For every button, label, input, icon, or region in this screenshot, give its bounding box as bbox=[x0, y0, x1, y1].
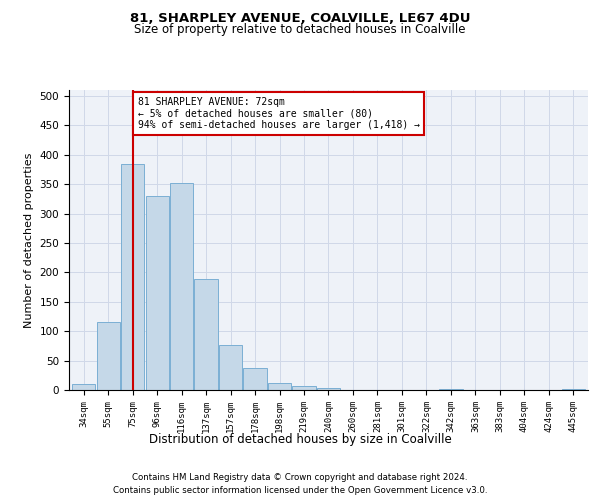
Bar bbox=[219, 346, 242, 390]
Text: Size of property relative to detached houses in Coalville: Size of property relative to detached ho… bbox=[134, 24, 466, 36]
Text: 81, SHARPLEY AVENUE, COALVILLE, LE67 4DU: 81, SHARPLEY AVENUE, COALVILLE, LE67 4DU bbox=[130, 12, 470, 26]
Bar bbox=[292, 386, 316, 390]
Text: Contains HM Land Registry data © Crown copyright and database right 2024.: Contains HM Land Registry data © Crown c… bbox=[132, 472, 468, 482]
Text: Distribution of detached houses by size in Coalville: Distribution of detached houses by size … bbox=[149, 432, 451, 446]
Bar bbox=[317, 388, 340, 390]
Bar bbox=[146, 196, 169, 390]
Bar bbox=[72, 384, 95, 390]
Bar bbox=[121, 164, 144, 390]
Text: Contains public sector information licensed under the Open Government Licence v3: Contains public sector information licen… bbox=[113, 486, 487, 495]
Text: 81 SHARPLEY AVENUE: 72sqm
← 5% of detached houses are smaller (80)
94% of semi-d: 81 SHARPLEY AVENUE: 72sqm ← 5% of detach… bbox=[137, 97, 419, 130]
Bar bbox=[268, 383, 291, 390]
Bar bbox=[562, 389, 585, 390]
Bar bbox=[170, 183, 193, 390]
Bar bbox=[97, 322, 120, 390]
Bar bbox=[244, 368, 266, 390]
Y-axis label: Number of detached properties: Number of detached properties bbox=[24, 152, 34, 328]
Bar bbox=[439, 389, 463, 390]
Bar bbox=[194, 280, 218, 390]
